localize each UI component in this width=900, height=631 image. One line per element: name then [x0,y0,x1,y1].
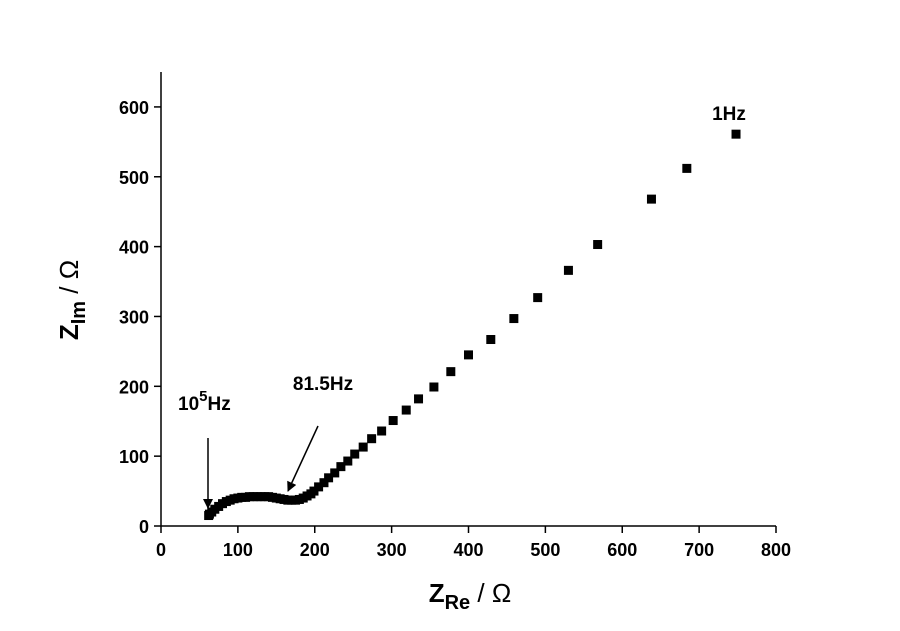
point [377,426,387,436]
annotation: 105Hz [178,388,231,415]
point [324,473,334,483]
x-tick-label: 400 [453,540,483,560]
arrow [287,425,319,492]
x-tick-label: 600 [607,540,637,560]
point [330,468,340,478]
x-tick-label: 700 [684,540,714,560]
point [414,394,424,404]
x-tick-label: 500 [530,540,560,560]
x-axis-label: ZRe / Ω [429,578,512,614]
point [593,240,603,250]
y-tick-label: 0 [139,517,149,537]
point [350,449,360,459]
y-tick-label: 200 [119,377,149,397]
point [646,194,656,204]
y-tick-label: 300 [119,307,149,327]
point [464,350,473,360]
point [509,314,519,324]
point [388,416,398,426]
point [343,456,353,466]
point [336,462,346,472]
point [358,442,368,452]
x-tick-label: 300 [377,540,407,560]
point [682,163,692,173]
point [533,293,543,303]
point [429,382,439,392]
y-tick-label: 600 [119,98,149,118]
y-tick-label: 500 [119,168,149,188]
point [486,335,496,345]
point [731,129,741,139]
x-tick-label: 800 [761,540,791,560]
point [563,265,573,275]
point [401,405,411,415]
y-axis-label: ZIm / Ω [54,260,90,340]
annotation: 1Hz [712,104,746,125]
point [367,434,377,444]
point [319,478,329,488]
y-tick-label: 400 [119,238,149,258]
x-tick-label: 0 [156,540,166,560]
point [446,367,456,377]
point [309,486,319,496]
x-tick-label: 100 [223,540,253,560]
x-tick-label: 200 [300,540,330,560]
annotation: 81.5Hz [293,374,353,395]
point [314,482,324,492]
y-tick-label: 100 [119,447,149,467]
